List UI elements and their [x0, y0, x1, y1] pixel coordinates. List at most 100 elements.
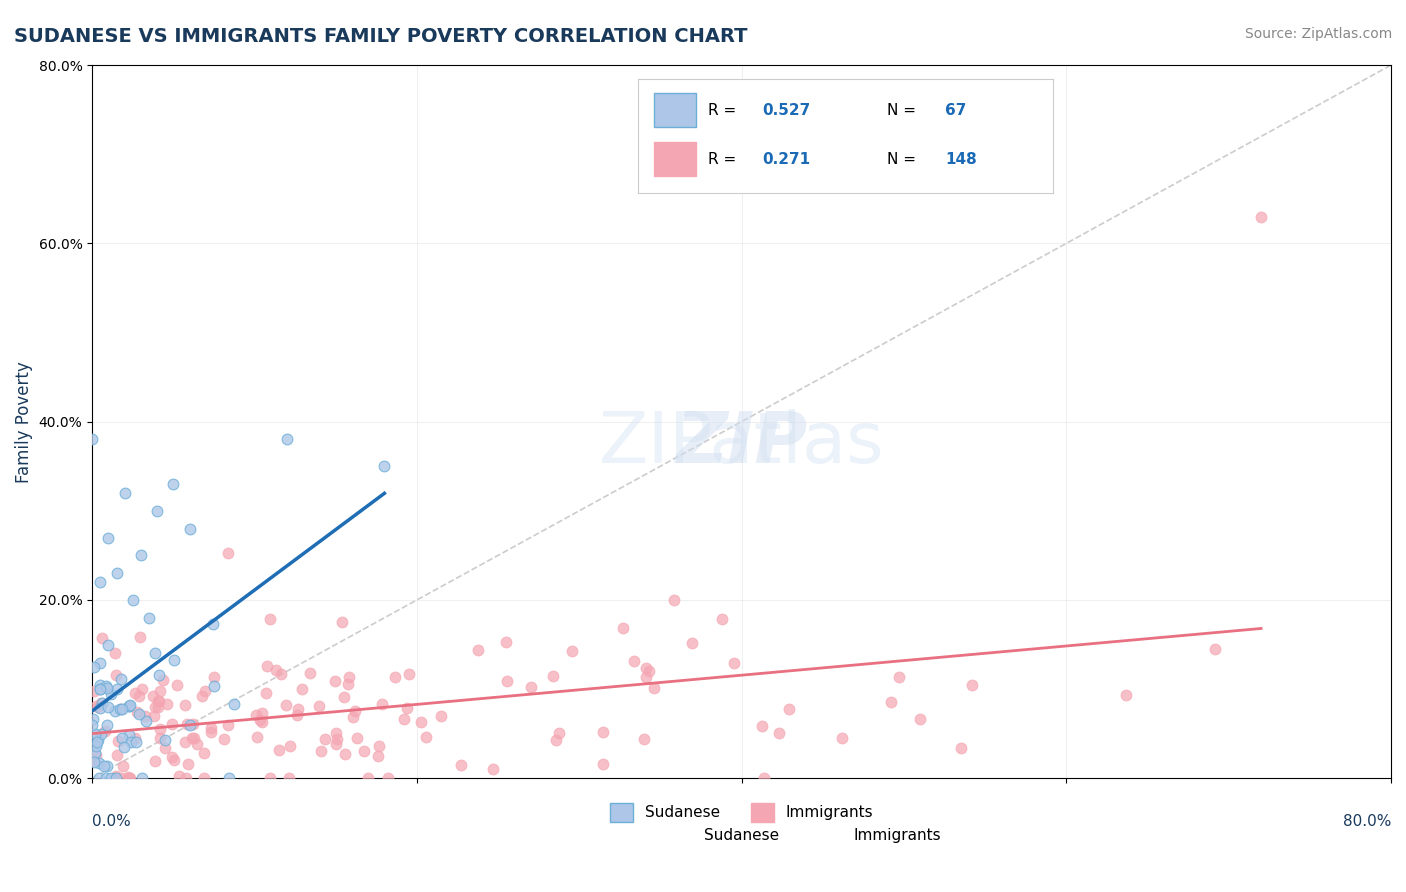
Point	[176, 771, 198, 785]
Point	[148, 694, 170, 708]
Point	[371, 697, 394, 711]
Point	[162, 717, 184, 731]
Point	[278, 739, 301, 753]
Point	[111, 731, 134, 745]
Point	[333, 747, 356, 761]
Point	[90, 696, 112, 710]
Point	[193, 746, 215, 760]
Point	[723, 657, 745, 671]
Point	[124, 686, 146, 700]
Point	[120, 735, 142, 749]
Point	[495, 635, 517, 649]
Point	[333, 690, 356, 705]
Point	[291, 682, 314, 697]
Point	[1204, 642, 1226, 657]
Point	[100, 771, 122, 785]
Point	[87, 756, 110, 771]
Point	[778, 702, 800, 716]
Point	[162, 477, 184, 491]
Point	[86, 739, 108, 753]
Point	[409, 714, 432, 729]
Point	[342, 710, 364, 724]
Point	[367, 749, 389, 764]
Point	[482, 762, 505, 776]
Point	[153, 733, 176, 747]
Point	[194, 684, 217, 698]
Point	[636, 669, 658, 683]
Point	[201, 617, 224, 632]
Point	[174, 735, 197, 749]
Point	[325, 737, 347, 751]
Point	[1250, 210, 1272, 224]
Point	[127, 706, 149, 720]
Point	[89, 701, 111, 715]
Point	[662, 592, 685, 607]
Point	[450, 757, 472, 772]
Point	[82, 718, 104, 732]
Point	[179, 717, 201, 731]
Point	[592, 725, 614, 739]
Point	[118, 728, 141, 742]
Point	[245, 707, 267, 722]
Point	[179, 522, 201, 536]
Point	[93, 758, 115, 772]
Point	[768, 726, 790, 740]
Point	[87, 699, 110, 714]
Point	[638, 664, 661, 678]
Point	[121, 593, 143, 607]
Point	[754, 771, 776, 785]
Point	[193, 771, 215, 785]
Point	[252, 714, 274, 729]
Point	[104, 704, 127, 718]
Point	[120, 771, 142, 785]
Point	[83, 755, 105, 769]
Point	[634, 661, 657, 675]
Point	[149, 684, 172, 698]
Point	[89, 682, 111, 697]
Point	[267, 743, 290, 757]
Point	[246, 730, 269, 744]
Text: 0.0%: 0.0%	[93, 814, 131, 829]
Point	[100, 688, 122, 702]
Point	[415, 730, 437, 744]
Point	[142, 689, 165, 703]
Point	[880, 695, 903, 709]
Point	[218, 771, 240, 785]
Point	[169, 769, 191, 783]
Point	[110, 673, 132, 687]
Point	[96, 771, 118, 785]
Point	[430, 708, 453, 723]
Point	[592, 756, 614, 771]
Point	[83, 747, 105, 761]
Point	[104, 647, 127, 661]
Point	[254, 686, 277, 700]
Point	[177, 757, 200, 772]
Point	[105, 682, 128, 697]
Point	[111, 702, 134, 716]
Point	[105, 747, 128, 762]
Point	[343, 704, 366, 718]
Point	[89, 678, 111, 692]
Point	[276, 433, 298, 447]
Point	[212, 732, 235, 747]
Point	[541, 669, 564, 683]
Point	[467, 643, 489, 657]
Point	[643, 681, 665, 695]
Point	[373, 459, 395, 474]
Point	[105, 566, 128, 581]
Point	[548, 726, 571, 740]
Point	[889, 670, 911, 684]
Point	[117, 698, 139, 713]
Point	[561, 644, 583, 658]
Point	[183, 731, 205, 746]
Point	[181, 717, 204, 731]
Point	[346, 731, 368, 746]
Point	[112, 759, 135, 773]
Point	[1115, 688, 1137, 702]
Point	[396, 701, 419, 715]
Point	[148, 668, 170, 682]
Point	[285, 708, 308, 723]
Point	[191, 689, 214, 703]
Point	[87, 771, 110, 785]
Point	[330, 615, 353, 629]
